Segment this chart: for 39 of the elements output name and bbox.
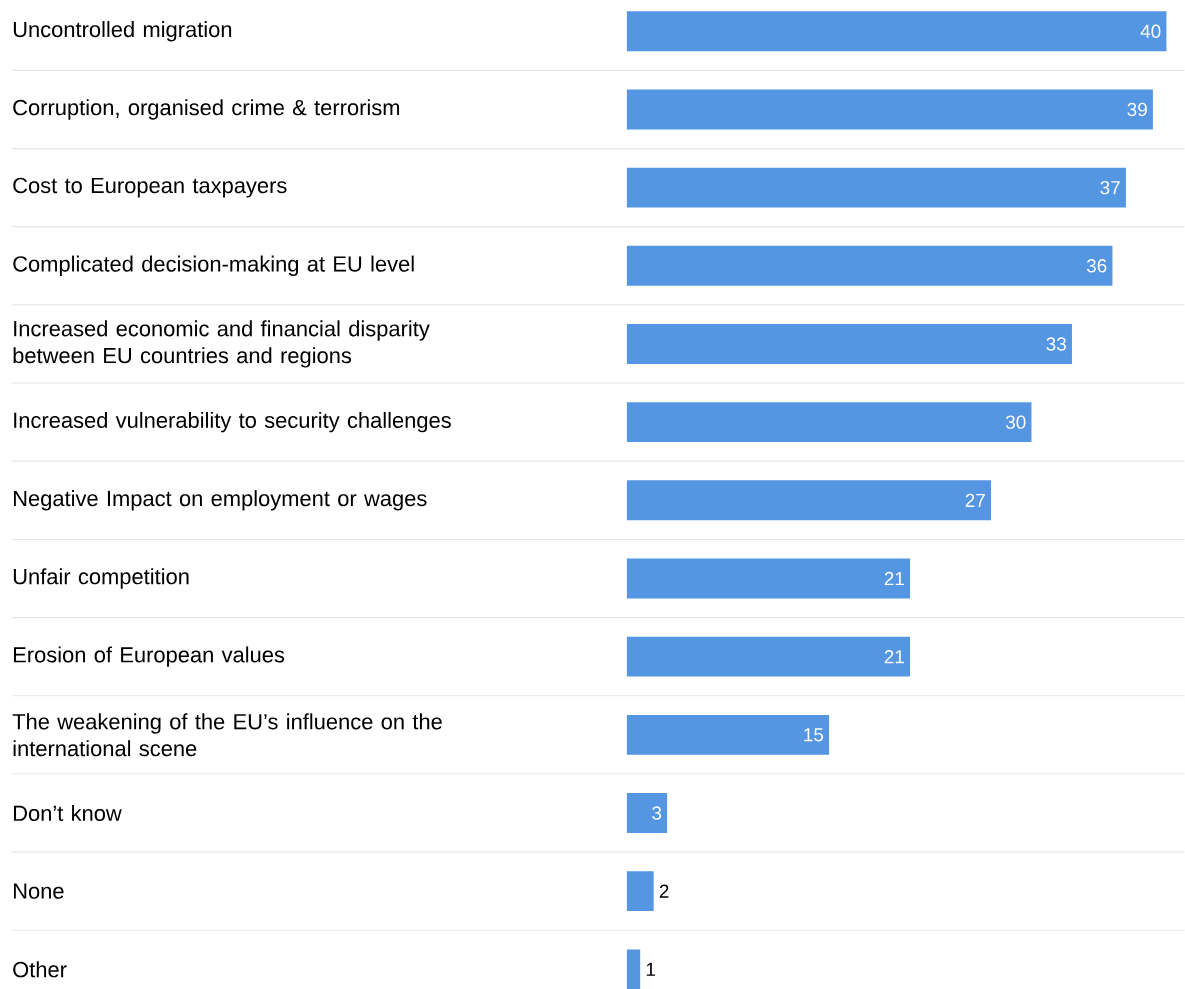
bar [626,636,911,677]
bar [626,167,1126,208]
y-tick-label: Increased vulnerability to security challenges [14,411,451,433]
bar [626,11,1167,52]
y-tick-label: None [13,883,64,899]
bar [626,792,668,833]
data-label: 39 [1127,102,1147,117]
data-label: 33 [1046,337,1066,351]
y-tick-label: Unfair competition [13,568,189,589]
y-tick-label: Corruption, organised crime & terrorism [13,99,400,120]
y-tick-label: Don’t know [13,804,122,821]
data-label: 1 [646,962,655,976]
data-label: 2 [659,884,669,898]
bar [626,558,911,599]
data-label: 15 [804,728,824,742]
data-label: 27 [965,493,985,507]
y-tick-label: The weakening of the EU’s influence on the international scene [12,713,442,757]
y-tick-label: Uncontrolled migration [13,20,232,42]
bar [626,480,991,521]
y-tick-label: Complicated decision-making at EU level [13,255,414,276]
data-label: 21 [884,571,904,585]
y-tick-label: Cost to European taxpayers [13,177,287,198]
y-tick-label: Other [13,961,67,978]
y-tick-label: Erosion of European values [13,646,285,667]
bar [626,871,654,911]
y-tick-label: Increased economic and financial disparity between EU countries and regions [13,320,430,368]
bar [626,245,1113,286]
data-label: 3 [652,806,662,820]
bar [626,949,641,989]
bar [626,89,1153,130]
bar [626,323,1072,364]
data-label: 21 [884,649,904,664]
data-label: 36 [1086,258,1107,273]
bar [626,714,830,755]
data-label: 37 [1100,180,1120,195]
bar [626,402,1032,442]
y-tick-label: Negative Impact on employment or wages [13,489,427,511]
data-label: 30 [1005,415,1026,429]
data-label: 40 [1140,24,1161,38]
